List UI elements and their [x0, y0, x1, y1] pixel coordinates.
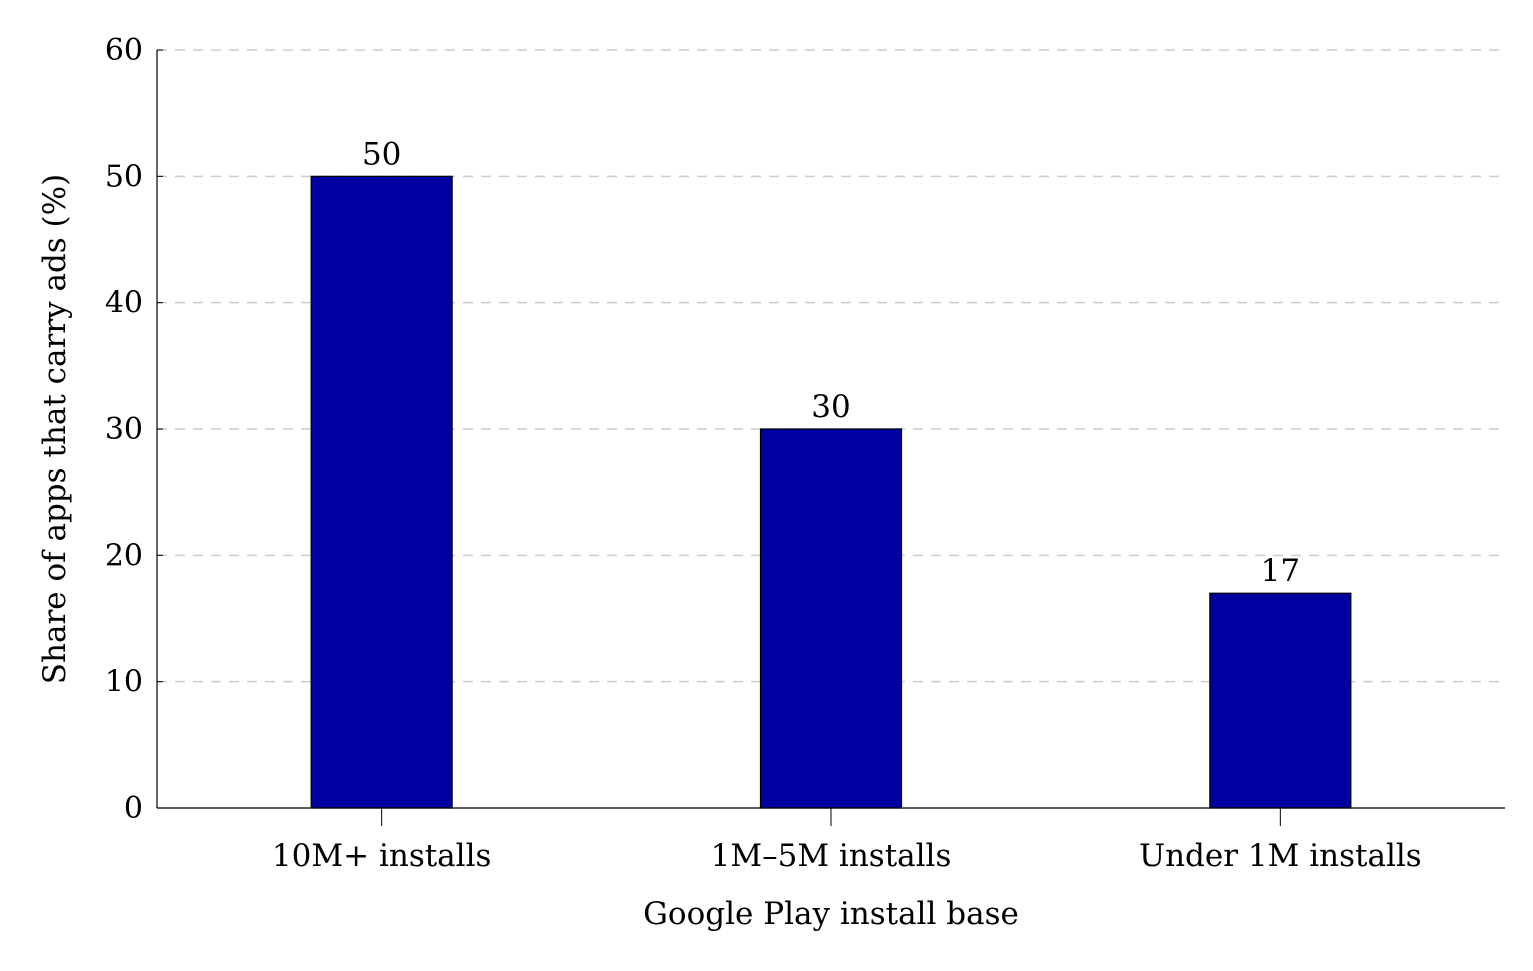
y-axis-title: Share of apps that carry ads (%) — [37, 174, 73, 684]
y-tick-label: 30 — [105, 412, 143, 447]
x-axis-title: Google Play install base — [643, 896, 1019, 932]
bar — [1209, 592, 1352, 809]
bar — [759, 428, 903, 809]
y-tick-label: 0 — [124, 791, 143, 826]
y-tick-label: 10 — [105, 665, 143, 700]
data-labels: 50 30 17 — [362, 136, 1300, 589]
x-axis-ticks: 10M+ installs 1M–5M installs Under 1M inst… — [272, 808, 1422, 874]
data-label: 50 — [362, 136, 401, 172]
y-tick-label: 40 — [105, 286, 143, 321]
data-label: 17 — [1261, 553, 1300, 589]
x-tick-label: Under 1M installs — [1139, 838, 1422, 874]
y-axis-ticks: 0 10 20 30 40 50 60 — [105, 33, 163, 826]
y-tick-label: 50 — [105, 159, 143, 194]
x-tick-label: 10M+ installs — [272, 838, 491, 874]
bars — [310, 175, 1352, 809]
data-label: 30 — [811, 389, 850, 425]
y-tick-label: 60 — [105, 33, 143, 68]
y-tick-label: 20 — [105, 538, 143, 573]
x-tick-label: 1M–5M installs — [711, 838, 952, 874]
bar — [310, 175, 453, 809]
